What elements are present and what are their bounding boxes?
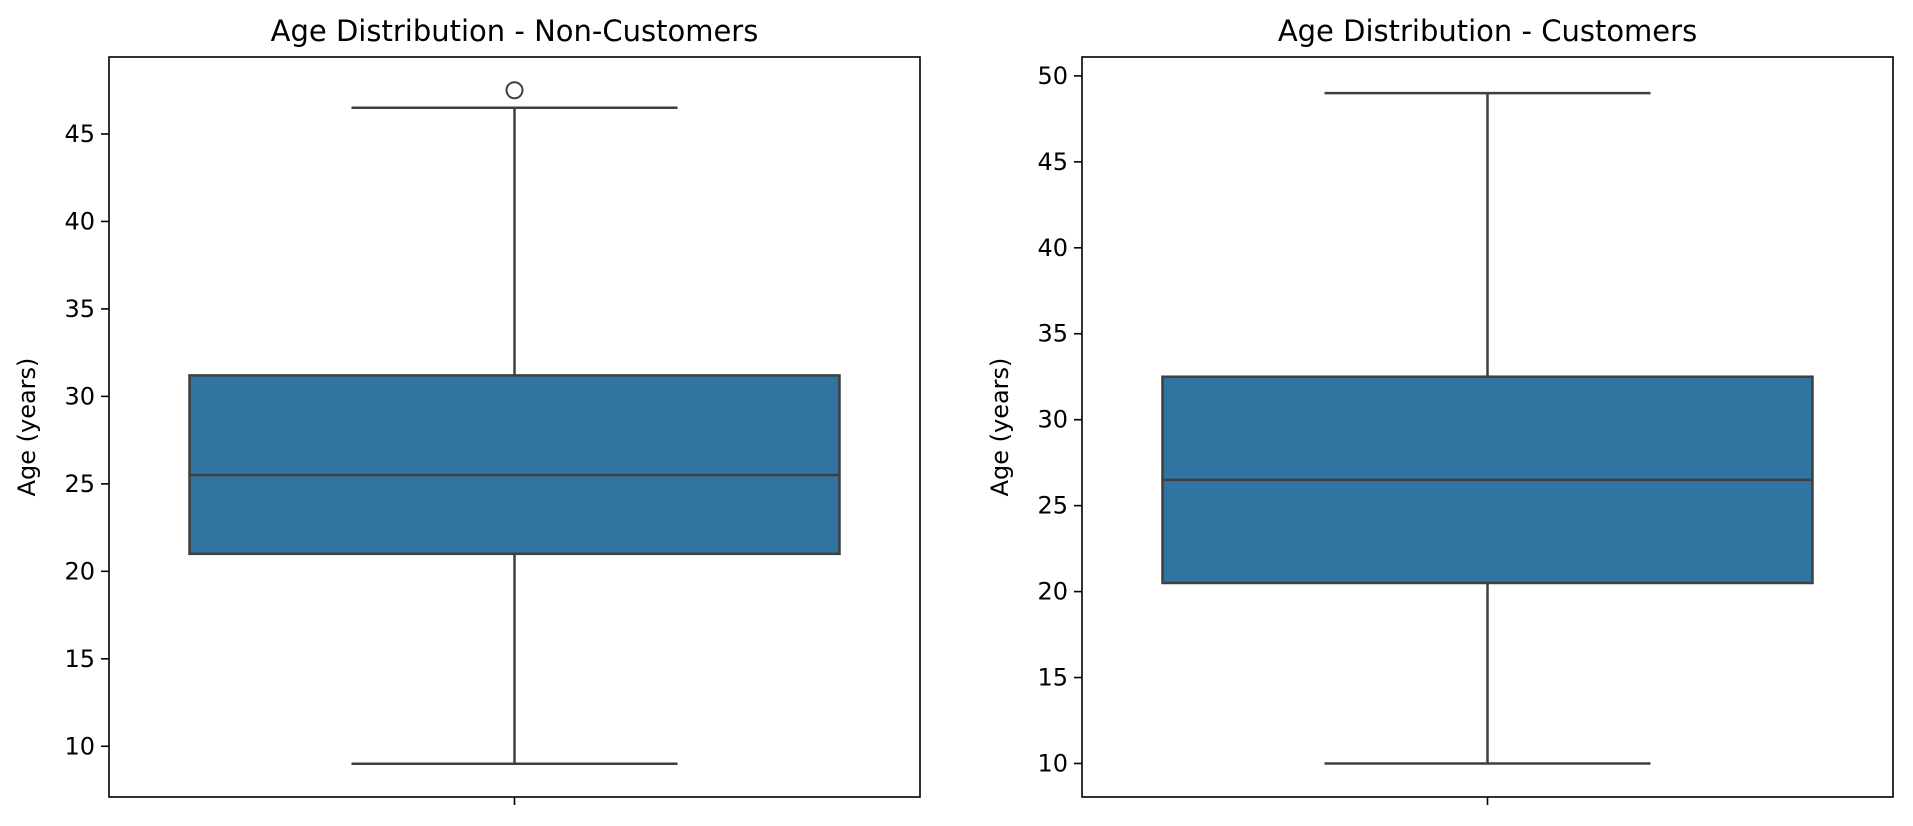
y-tick-label: 20	[1037, 578, 1068, 606]
y-axis-label: Age (years)	[986, 358, 1014, 497]
y-tick-label: 35	[64, 295, 95, 323]
y-tick-label: 25	[64, 470, 95, 498]
y-tick-label: 20	[64, 557, 95, 585]
y-tick-label: 30	[1037, 406, 1068, 434]
chart-title: Age Distribution - Customers	[1278, 14, 1697, 48]
outlier-point	[505, 81, 524, 100]
panel-non-customers: 10 15 20 25 30 35 40 45 Age Distribution - Non-C…	[13, 14, 921, 805]
y-tick-label: 15	[1037, 664, 1068, 692]
y-tick-label: 50	[1037, 62, 1068, 90]
chart-title: Age Distribution - Non-Customers	[271, 14, 759, 48]
panel-customers: 10 15 20 25 30 35 40 45 50 Age Distribution - Cus…	[986, 14, 1894, 805]
y-tick-label: 10	[64, 732, 95, 760]
y-tick-label: 35	[1037, 320, 1068, 348]
y-axis-label: Age (years)	[13, 358, 41, 497]
y-tick-label: 45	[1037, 148, 1068, 176]
y-tick-label: 40	[64, 207, 95, 235]
iqr-box	[188, 374, 841, 556]
y-tick-label: 40	[1037, 234, 1068, 262]
y-tick-label: 15	[64, 645, 95, 673]
y-tick-label: 45	[64, 120, 95, 148]
y-tick-label: 10	[1037, 749, 1068, 777]
y-tick-label: 25	[1037, 492, 1068, 520]
y-tick-label: 30	[64, 382, 95, 410]
